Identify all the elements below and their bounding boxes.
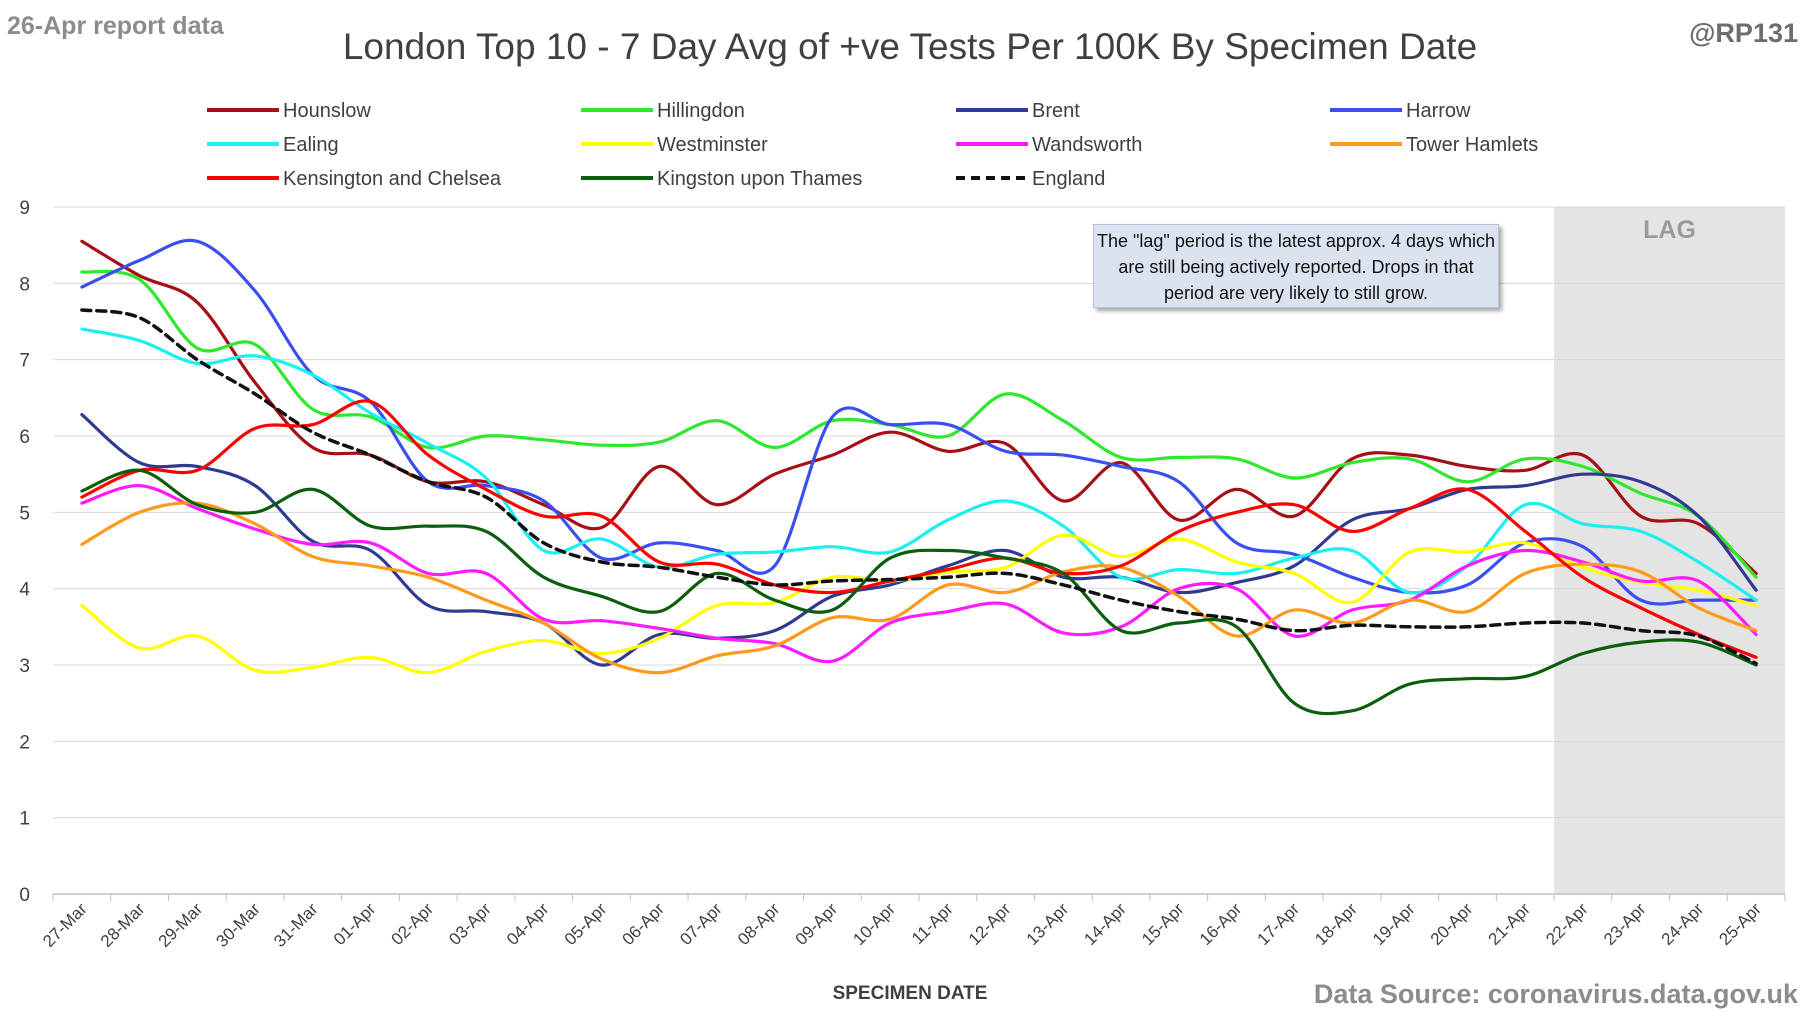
legend-label-wandsworth: Wandsworth <box>1032 134 1142 156</box>
series-line-hounslow <box>80 239 1758 575</box>
y-tick-label: 5 <box>19 503 30 524</box>
series-line-england <box>80 308 1758 666</box>
x-tick-label: 09-Apr <box>792 899 842 949</box>
x-tick-label: 20-Apr <box>1427 899 1477 949</box>
x-tick-label: 03-Apr <box>445 899 495 949</box>
legend-label-england: England <box>1032 168 1105 190</box>
x-tick-label: 04-Apr <box>503 899 553 949</box>
x-tick-label: 23-Apr <box>1600 899 1650 949</box>
y-tick-label: 2 <box>19 732 30 753</box>
series-line-westminster <box>80 533 1758 675</box>
x-tick-label: 01-Apr <box>330 899 380 949</box>
y-tick-label: 9 <box>19 198 30 219</box>
x-tick-label: 18-Apr <box>1311 899 1361 949</box>
x-tick-label: 30-Mar <box>212 899 264 951</box>
series-line-kensington-and-chelsea <box>80 399 1758 659</box>
x-tick-label: 22-Apr <box>1542 899 1592 949</box>
legend-label-harrow: Harrow <box>1406 100 1471 122</box>
y-tick-label: 6 <box>19 427 30 448</box>
x-tick-label: 13-Apr <box>1023 899 1073 949</box>
x-tick-label: 07-Apr <box>676 899 726 949</box>
x-tick-label: 10-Apr <box>849 899 899 949</box>
data-source-label: Data Source: coronavirus.data.gov.uk <box>1313 979 1798 1009</box>
legend-label-westminster: Westminster <box>657 134 768 156</box>
x-tick-label: 25-Apr <box>1715 899 1765 949</box>
x-axis-title: SPECIMEN DATE <box>832 983 988 1004</box>
legend-label-kensington-and-chelsea: Kensington and Chelsea <box>283 168 502 190</box>
x-tick-label: 29-Mar <box>155 899 207 951</box>
x-tick-label: 05-Apr <box>561 899 611 949</box>
legend-label-hillingdon: Hillingdon <box>657 100 745 122</box>
x-tick-label: 14-Apr <box>1080 899 1130 949</box>
legend-label-kingston-upon-thames: Kingston upon Thames <box>657 168 862 190</box>
lag-label: LAG <box>1643 216 1696 244</box>
series-line-wandsworth <box>80 483 1758 664</box>
chart-title: London Top 10 - 7 Day Avg of +ve Tests P… <box>342 26 1478 67</box>
report-date-label: 26-Apr report data <box>7 12 224 40</box>
x-tick-label: 02-Apr <box>388 899 438 949</box>
x-tick-label: 12-Apr <box>965 899 1015 949</box>
y-tick-label: 1 <box>19 809 30 830</box>
x-tick-label: 19-Apr <box>1369 899 1419 949</box>
series-line-kingston-upon-thames <box>80 468 1758 716</box>
legend-label-ealing: Ealing <box>283 134 339 156</box>
lag-region <box>1554 207 1785 894</box>
x-tick-label: 27-Mar <box>39 899 91 951</box>
y-tick-label: 4 <box>19 580 30 601</box>
x-tick-label: 17-Apr <box>1254 899 1304 949</box>
x-tick-label: 28-Mar <box>97 899 149 951</box>
x-tick-label: 31-Mar <box>270 899 322 951</box>
y-tick-label: 0 <box>19 885 30 906</box>
x-tick-label: 06-Apr <box>619 899 669 949</box>
legend-label-tower-hamlets: Tower Hamlets <box>1406 134 1538 156</box>
series-line-harrow <box>80 238 1758 606</box>
author-handle: @RP131 <box>1689 18 1798 48</box>
y-tick-label: 3 <box>19 656 30 677</box>
x-tick-label: 08-Apr <box>734 899 784 949</box>
legend-label-brent: Brent <box>1032 100 1080 122</box>
series-line-ealing <box>80 327 1758 602</box>
x-tick-label: 11-Apr <box>908 899 957 948</box>
y-tick-label: 8 <box>19 274 30 295</box>
lag-note: The "lag" period is the latest approx. 4… <box>1093 224 1499 308</box>
series-line-hillingdon <box>80 269 1758 579</box>
x-tick-label: 24-Apr <box>1658 899 1708 949</box>
x-tick-label: 16-Apr <box>1196 899 1246 949</box>
y-tick-label: 7 <box>19 351 30 372</box>
x-tick-label: 21-Apr <box>1485 899 1535 949</box>
legend-label-hounslow: Hounslow <box>283 100 371 122</box>
x-tick-label: 15-Apr <box>1138 899 1188 949</box>
series-line-tower-hamlets <box>80 501 1758 675</box>
